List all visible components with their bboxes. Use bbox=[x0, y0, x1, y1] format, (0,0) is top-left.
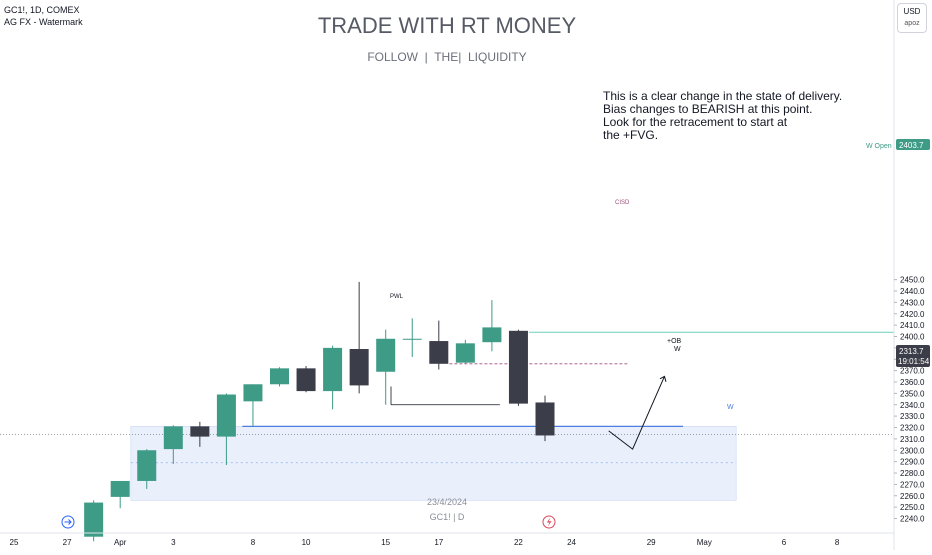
y-tick-label-2360: 2360.0 bbox=[900, 378, 925, 387]
annotation-line-2: Bias changes to BEARISH at this point. bbox=[603, 102, 812, 116]
watermark-date: 23/4/2024 bbox=[427, 497, 467, 507]
y-tick-label-2410: 2410.0 bbox=[900, 321, 925, 330]
annotation-line-1: This is a clear change in the state of d… bbox=[603, 89, 842, 103]
icons-layer bbox=[61, 515, 556, 529]
currency-button[interactable]: USD apoz bbox=[897, 3, 927, 33]
y-tick-label-2250: 2250.0 bbox=[900, 503, 925, 512]
currency-sub-label: apoz bbox=[904, 20, 920, 27]
y-tick-label-2330: 2330.0 bbox=[900, 412, 925, 421]
candle-body-4[interactable] bbox=[190, 426, 210, 437]
pwl-label: PWL bbox=[390, 294, 404, 300]
y-tick-label-2290: 2290.0 bbox=[900, 458, 925, 467]
x-tick-labels: 25 27 Apr 3 8 10 15 17 22 24 29 May 6 8 bbox=[10, 538, 840, 547]
x-tick-label-13: 8 bbox=[835, 538, 840, 547]
candle-body-16[interactable] bbox=[508, 330, 528, 404]
y-tick-label-2420: 2420.0 bbox=[900, 310, 925, 319]
candle-body-0[interactable] bbox=[84, 502, 104, 537]
last-price-tag-bg bbox=[896, 345, 930, 367]
y-tick-label-2260: 2260.0 bbox=[900, 492, 925, 501]
w-open-label: W Open bbox=[866, 143, 892, 150]
y-tick-label-2310: 2310.0 bbox=[900, 435, 925, 444]
projection-layer bbox=[608, 375, 667, 450]
y-tick-labels: 2240.0 2250.0 2260.0 2270.0 2280.0 2290.0 2300… bbox=[894, 276, 925, 524]
candle-body-14[interactable] bbox=[455, 343, 475, 363]
y-tick-label-2430: 2430.0 bbox=[900, 298, 925, 307]
candle-body-10[interactable] bbox=[349, 349, 369, 386]
candle-body-2[interactable] bbox=[137, 450, 157, 481]
lightning-event-icon-glyph bbox=[546, 517, 552, 527]
y-tick-label-2440: 2440.0 bbox=[900, 287, 925, 296]
y-tick-label-2350: 2350.0 bbox=[900, 389, 925, 398]
candle-body-7[interactable] bbox=[270, 368, 289, 385]
candle-body-1[interactable] bbox=[110, 480, 130, 497]
annotation-layer: This is a clear change in the state of d… bbox=[603, 89, 842, 142]
w-label-dotted: W bbox=[727, 404, 734, 411]
w-label-ob: W bbox=[674, 346, 681, 353]
watermark-subtitle: FOLLOW | THE| LIQUIDITY bbox=[367, 50, 526, 64]
x-tick-label-4: 8 bbox=[251, 538, 256, 547]
y-tick-label-2240: 2240.0 bbox=[900, 515, 925, 524]
fvg-zone bbox=[130, 426, 737, 501]
goto-date-icon-glyph bbox=[64, 519, 72, 525]
cisd-label: CISD bbox=[615, 200, 630, 206]
last-price-tag: 2313.7 bbox=[899, 347, 924, 356]
candle-body-17[interactable] bbox=[535, 402, 555, 436]
indicator-line[interactable]: AG FX - Watermark bbox=[4, 17, 83, 27]
x-tick-label-10: 29 bbox=[647, 538, 656, 547]
annotation-line-3: Look for the retracement to start at bbox=[603, 115, 788, 129]
x-tick-label-9: 24 bbox=[567, 538, 576, 547]
currency-label: USD bbox=[903, 7, 921, 16]
candle-body-9[interactable] bbox=[323, 347, 343, 392]
levels-layer bbox=[0, 331, 894, 464]
x-tick-label-11: May bbox=[697, 538, 712, 547]
candle-body-5[interactable] bbox=[216, 394, 236, 437]
watermark-title: TRADE WITH RT MONEY bbox=[318, 13, 577, 38]
x-tick-label-7: 17 bbox=[434, 538, 443, 547]
y-tick-label-2280: 2280.0 bbox=[900, 469, 925, 478]
watermark-layer: TRADE WITH RT MONEY FOLLOW | THE| LIQUID… bbox=[318, 13, 577, 522]
candle-body-8[interactable] bbox=[296, 368, 316, 392]
w-open-price-tag-bg bbox=[896, 139, 930, 150]
annotation-line-4: the +FVG. bbox=[603, 128, 658, 142]
candle-body-15[interactable] bbox=[482, 327, 502, 343]
projection-arrowhead bbox=[659, 375, 667, 382]
x-tick-label-5: 10 bbox=[302, 538, 311, 547]
x-tick-label-3: 3 bbox=[171, 538, 176, 547]
countdown-tag: 19:01:54 bbox=[898, 357, 930, 366]
symbol-legend[interactable]: GC1!, 1D, COMEX AG FX - Watermark bbox=[4, 4, 83, 28]
candles-layer bbox=[84, 281, 555, 542]
y-tick-label-2340: 2340.0 bbox=[900, 401, 925, 410]
x-tick-label-0: 25 bbox=[10, 538, 19, 547]
y-tick-label-2300: 2300.0 bbox=[900, 446, 925, 455]
x-tick-label-12: 6 bbox=[782, 538, 787, 547]
price-tags-layer: 2403.7 2313.7 19:01:54 bbox=[896, 139, 930, 367]
y-tick-label-2400: 2400.0 bbox=[900, 333, 925, 342]
x-tick-label-8: 22 bbox=[514, 538, 523, 547]
y-tick-label-2270: 2270.0 bbox=[900, 480, 925, 489]
fvg-zone-layer bbox=[130, 426, 737, 501]
watermark-symbol: GC1! | D bbox=[430, 512, 465, 522]
x-tick-label-6: 15 bbox=[381, 538, 390, 547]
level-labels-layer: W Open CISD PWL +OB W W bbox=[390, 143, 892, 411]
w-open-price-tag: 2403.7 bbox=[899, 141, 924, 150]
y-tick-label-2450: 2450.0 bbox=[900, 276, 925, 285]
y-tick-label-2320: 2320.0 bbox=[900, 424, 925, 433]
symbol-line[interactable]: GC1!, 1D, COMEX bbox=[4, 5, 80, 15]
candle-body-6[interactable] bbox=[243, 384, 263, 402]
x-tick-label-1: 27 bbox=[63, 538, 72, 547]
candle-body-13[interactable] bbox=[429, 341, 449, 364]
candle-body-3[interactable] bbox=[163, 426, 183, 450]
ob-label: +OB bbox=[667, 338, 682, 345]
y-tick-label-2370: 2370.0 bbox=[900, 367, 925, 376]
candle-body-12[interactable] bbox=[402, 338, 422, 340]
x-tick-label-2: Apr bbox=[114, 538, 127, 547]
projection-path bbox=[608, 376, 665, 450]
candle-body-11[interactable] bbox=[376, 338, 396, 372]
